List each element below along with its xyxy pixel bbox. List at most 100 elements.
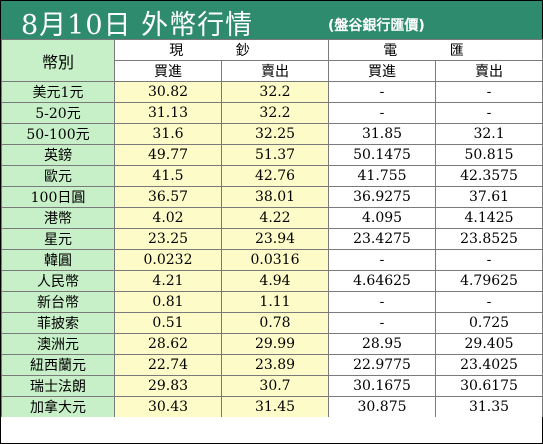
wire-buy-cell: 22.9775 xyxy=(328,354,437,376)
cash-buy-cell: 31.6 xyxy=(114,123,222,145)
currency-name: 歐元 xyxy=(1,165,115,187)
wire-buy-cell: 23.4275 xyxy=(328,228,437,250)
cash-buy-cell: 23.25 xyxy=(114,228,222,250)
wire-buy-cell: 50.1475 xyxy=(328,144,437,166)
currency-name: 5-20元 xyxy=(1,102,115,124)
wire-buy-cell: 4.095 xyxy=(328,207,437,229)
cash-buy-cell: 28.62 xyxy=(114,333,222,355)
cash-buy-cell: 0.0232 xyxy=(114,249,222,271)
wire-sell-cell: 31.35 xyxy=(435,396,543,417)
wire-buy-cell: - xyxy=(328,81,437,103)
table-row: 100日圓 36.57 38.01 36.9275 37.61 xyxy=(1,186,543,208)
currency-name: 50-100元 xyxy=(1,123,115,145)
currency-name: 人民幣 xyxy=(1,270,115,292)
cash-buy-cell: 30.43 xyxy=(114,396,222,417)
wire-buy-cell: 28.95 xyxy=(328,333,437,355)
currency-name: 紐西蘭元 xyxy=(1,354,115,376)
wire-sell-cell: 4.1425 xyxy=(435,207,543,229)
table-row: 50-100元 31.6 32.25 31.85 32.1 xyxy=(1,123,543,145)
wire-buy-cell: 31.85 xyxy=(328,123,437,145)
cash-buy-cell: 0.81 xyxy=(114,291,222,313)
table-row: 菲披索 0.51 0.78-0.725 xyxy=(1,312,543,334)
table-row: 歐元 41.5 42.76 41.755 42.3575 xyxy=(1,165,543,187)
wire-sell-cell: 23.4025 xyxy=(435,354,543,376)
wire-sell-cell: - xyxy=(435,291,543,313)
cash-sell-cell: 23.94 xyxy=(220,228,330,250)
wire-sell-cell: - xyxy=(435,102,543,124)
cash-buy-cell: 49.77 xyxy=(114,144,222,166)
wire-sell-cell: 0.725 xyxy=(435,312,543,334)
currency-name: 菲披索 xyxy=(1,312,115,334)
table-row: 加拿大元 30.43 31.45 30.875 31.35 xyxy=(1,396,543,417)
cash-sell-cell: 4.22 xyxy=(220,207,330,229)
wire-sell-cell: 4.79625 xyxy=(435,270,543,292)
currency-name: 加拿大元 xyxy=(1,396,115,417)
wire-sell-cell: 37.61 xyxy=(435,186,543,208)
cash-buy-cell: 31.13 xyxy=(114,102,222,124)
wire-sell-cell: - xyxy=(435,249,543,271)
wire-buy-cell: 30.875 xyxy=(328,396,437,417)
currency-name: 澳洲元 xyxy=(1,333,115,355)
cash-sell-cell: 32.2 xyxy=(220,102,330,124)
currency-name: 港幣 xyxy=(1,207,115,229)
wire-buy-cell: 4.64625 xyxy=(328,270,437,292)
header-row-subcols: 買進 賣出 買進 賣出 xyxy=(2,60,543,82)
cash-sell-cell: 42.76 xyxy=(220,165,330,187)
currency-name: 美元1元 xyxy=(1,81,115,103)
cash-sell-cell: 29.99 xyxy=(220,333,330,355)
rate-table: 幣別 現 鈔 電 匯 買進 賣出 買進 賣出 美元1元 30.82 32.2- -5-… xyxy=(1,39,543,417)
cash-buy-cell: 4.02 xyxy=(114,207,222,229)
currency-name: 新台幣 xyxy=(1,291,115,313)
wire-sell-cell: 30.6175 xyxy=(435,375,543,397)
cash-buy-cell: 41.5 xyxy=(114,165,222,187)
wire-sell-cell: - xyxy=(435,81,543,103)
cash-buy-cell: 22.74 xyxy=(114,354,222,376)
cash-buy-cell: 0.51 xyxy=(114,312,222,334)
wire-sell-cell: 29.405 xyxy=(435,333,543,355)
table-row: 新台幣 0.81 1.11- - xyxy=(1,291,543,313)
cash-buy-cell: 4.21 xyxy=(114,270,222,292)
currency-name: 100日圓 xyxy=(1,186,115,208)
wire-sell-header: 賣出 xyxy=(435,60,543,82)
table-row: 瑞士法朗 29.83 30.7 30.1675 30.6175 xyxy=(1,375,543,397)
cash-sell-cell: 38.01 xyxy=(220,186,330,208)
cash-sell-cell: 0.0316 xyxy=(220,249,330,271)
currency-header: 幣別 xyxy=(1,39,115,82)
table-row: 英鎊 49.77 51.37 50.1475 50.815 xyxy=(1,144,543,166)
table-row: 5-20元 31.13 32.2- - xyxy=(1,102,543,124)
cash-sell-cell: 51.37 xyxy=(220,144,330,166)
cash-sell-cell: 32.25 xyxy=(220,123,330,145)
wire-buy-header: 買進 xyxy=(328,60,437,82)
cash-sell-cell: 30.7 xyxy=(220,375,330,397)
currency-name: 英鎊 xyxy=(1,144,115,166)
table-row: 星元 23.25 23.94 23.4275 23.8525 xyxy=(1,228,543,250)
currency-name: 瑞士法朗 xyxy=(1,375,115,397)
cash-sell-cell: 32.2 xyxy=(220,81,330,103)
currency-name: 星元 xyxy=(1,228,115,250)
header-row-groups: 幣別 現 鈔 電 匯 xyxy=(1,39,543,82)
title-bar: 8月10日 外幣行情 (盤谷銀行匯價) xyxy=(1,1,542,41)
page-title: 8月10日 外幣行情 xyxy=(21,10,254,41)
wire-group-header: 電 匯 xyxy=(328,39,543,61)
wire-buy-cell: - xyxy=(328,102,437,124)
cash-sell-header: 賣出 xyxy=(220,60,330,82)
wire-buy-cell: 30.1675 xyxy=(328,375,437,397)
table-row: 韓圓 0.0232 0.0316- - xyxy=(1,249,543,271)
wire-buy-cell: 36.9275 xyxy=(328,186,437,208)
wire-sell-cell: 23.8525 xyxy=(435,228,543,250)
wire-sell-cell: 50.815 xyxy=(435,144,543,166)
cash-buy-cell: 29.83 xyxy=(114,375,222,397)
cash-sell-cell: 0.78 xyxy=(220,312,330,334)
cash-sell-cell: 1.11 xyxy=(220,291,330,313)
table-row: 人民幣 4.21 4.94 4.64625 4.79625 xyxy=(1,270,543,292)
cash-buy-header: 買進 xyxy=(114,60,222,82)
currency-name: 韓圓 xyxy=(1,249,115,271)
cash-sell-cell: 4.94 xyxy=(220,270,330,292)
cash-buy-cell: 30.82 xyxy=(114,81,222,103)
table-row: 澳洲元 28.62 29.99 28.95 29.405 xyxy=(1,333,543,355)
table-row: 紐西蘭元 22.74 23.89 22.9775 23.4025 xyxy=(1,354,543,376)
wire-buy-cell: 41.755 xyxy=(328,165,437,187)
table-row: 美元1元 30.82 32.2- - xyxy=(1,81,543,103)
wire-buy-cell: - xyxy=(328,291,437,313)
